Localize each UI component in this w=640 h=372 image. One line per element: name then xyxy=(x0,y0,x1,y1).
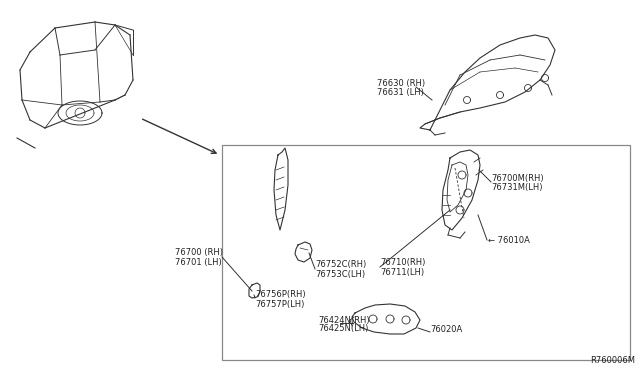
Text: 76711(LH): 76711(LH) xyxy=(380,267,424,276)
Text: 76631 (LH): 76631 (LH) xyxy=(377,87,424,96)
Text: 76752C(RH): 76752C(RH) xyxy=(315,260,366,269)
Bar xyxy=(222,145,630,360)
Text: 76700M(RH): 76700M(RH) xyxy=(491,173,543,183)
Text: 76700 (RH): 76700 (RH) xyxy=(175,248,223,257)
Text: 76756P(RH): 76756P(RH) xyxy=(255,291,306,299)
Text: ← 76010A: ← 76010A xyxy=(488,235,530,244)
Text: R760006M: R760006M xyxy=(590,356,635,365)
Text: 76424N(RH): 76424N(RH) xyxy=(318,315,370,324)
Text: 76753C(LH): 76753C(LH) xyxy=(315,269,365,279)
Text: 76630 (RH): 76630 (RH) xyxy=(377,78,425,87)
Text: 76020A: 76020A xyxy=(430,326,462,334)
Text: 76710(RH): 76710(RH) xyxy=(380,259,426,267)
Text: 76757P(LH): 76757P(LH) xyxy=(255,299,305,308)
Text: 76701 (LH): 76701 (LH) xyxy=(175,257,221,266)
Text: 76731M(LH): 76731M(LH) xyxy=(491,183,543,192)
Text: 76425N(LH): 76425N(LH) xyxy=(318,324,369,334)
